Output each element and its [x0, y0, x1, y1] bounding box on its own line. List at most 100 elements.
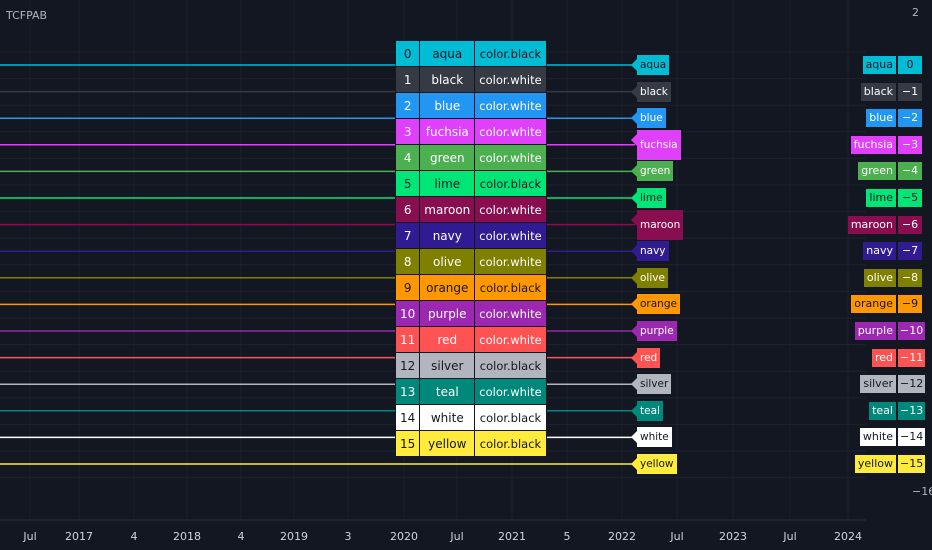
row-index: 5: [394, 170, 421, 197]
x-tick-label: Jul: [450, 530, 464, 543]
indicator-title: TCFPAB: [6, 9, 48, 22]
row-text-color: color.white: [474, 66, 547, 93]
x-tick-label: 2019: [280, 530, 308, 543]
x-tick-label: 4: [130, 530, 138, 543]
scale-name-white: white: [859, 428, 896, 447]
row-text-color: color.black: [474, 404, 547, 431]
scale-name-yellow: yellow: [854, 455, 896, 473]
table-row: 2 blue color.white: [394, 92, 547, 119]
x-tick-label: Jul: [23, 530, 37, 543]
row-color-name: teal: [419, 378, 476, 405]
line-label-teal: teal: [631, 400, 663, 421]
scale-name-maroon: maroon: [847, 215, 896, 234]
row-index: 11: [394, 326, 421, 353]
row-text-color: color.white: [474, 92, 547, 119]
line-label-navy: navy: [631, 241, 669, 262]
row-text-color: color.white: [474, 144, 547, 171]
x-tick-label: 3: [344, 530, 352, 543]
scale-value-black: −1: [898, 82, 922, 101]
row-text-color: color.black: [474, 430, 547, 457]
table-row: 5 lime color.black: [394, 170, 547, 197]
x-tick-label: 2017: [65, 530, 93, 543]
scale-name-green: green: [858, 162, 896, 181]
scale-name-orange: orange: [851, 295, 896, 314]
line-label-maroon: maroon: [630, 209, 684, 240]
row-color-name: lime: [419, 170, 476, 197]
line-label-fuchsia: fuchsia: [631, 129, 681, 160]
scale-value-blue: −2: [898, 109, 922, 128]
line-label-black: black: [631, 81, 671, 102]
row-text-color: color.white: [474, 196, 547, 223]
scale-name-black: black: [860, 82, 896, 101]
scale-name-teal: teal: [869, 401, 896, 420]
line-label-aqua: aqua: [630, 55, 670, 75]
table-row: 7 navy color.white: [394, 222, 547, 249]
table-row: 12 silver color.black: [394, 352, 547, 379]
row-color-name: maroon: [419, 196, 476, 223]
scale-name-navy: navy: [863, 242, 896, 261]
table-row: 15 yellow color.black: [394, 430, 547, 457]
row-text-color: color.white: [474, 326, 547, 353]
row-index: 7: [394, 222, 421, 249]
table-row: 6 maroon color.white: [394, 196, 547, 223]
x-tick-label: 5: [563, 530, 571, 543]
line-label-silver: silver: [630, 374, 672, 395]
x-tick-label: Jul: [670, 530, 684, 543]
row-color-name: olive: [419, 248, 476, 275]
row-color-name: white: [419, 404, 476, 431]
line-label-blue: blue: [631, 108, 666, 129]
line-label-olive: olive: [631, 267, 668, 288]
row-index: 10: [394, 300, 421, 327]
row-color-name: green: [419, 144, 476, 171]
row-color-name: silver: [419, 352, 476, 379]
row-index: 3: [394, 118, 421, 145]
table-row: 13 teal color.white: [394, 378, 547, 405]
table-row: 4 green color.white: [394, 144, 547, 171]
scale-value-red: −11: [898, 348, 926, 367]
row-color-name: red: [419, 326, 476, 353]
row-index: 0: [394, 40, 421, 67]
row-text-color: color.black: [474, 170, 547, 197]
row-color-name: purple: [419, 300, 476, 327]
row-color-name: aqua: [419, 40, 476, 67]
x-tick-label: 2020: [390, 530, 418, 543]
scale-value-navy: −7: [898, 242, 922, 261]
row-text-color: color.black: [474, 352, 547, 379]
row-text-color: color.white: [474, 118, 547, 145]
x-tick-label: Jul: [783, 530, 797, 543]
row-index: 4: [394, 144, 421, 171]
row-color-name: orange: [419, 274, 476, 301]
row-index: 12: [394, 352, 421, 379]
row-text-color: color.white: [474, 222, 547, 249]
scale-name-red: red: [871, 348, 896, 367]
line-label-red: red: [630, 347, 661, 368]
scale-value-teal: −13: [898, 401, 926, 420]
table-row: 8 olive color.white: [394, 248, 547, 275]
scale-name-lime: lime: [866, 189, 896, 207]
row-text-color: color.black: [474, 40, 547, 67]
row-color-name: navy: [419, 222, 476, 249]
x-tick-label: 4: [237, 530, 245, 543]
row-index: 6: [394, 196, 421, 223]
line-label-lime: lime: [631, 188, 666, 208]
scale-name-aqua: aqua: [862, 56, 896, 74]
line-label-white: white: [631, 427, 672, 448]
scale-value-olive: −8: [898, 268, 922, 287]
row-index: 15: [394, 430, 421, 457]
x-tick-label: 2022: [608, 530, 636, 543]
table-row: 1 black color.white: [394, 66, 547, 93]
y-tick-label: −16: [912, 485, 932, 498]
row-text-color: color.black: [474, 274, 547, 301]
row-index: 9: [394, 274, 421, 301]
y-tick-label: 2: [912, 6, 919, 19]
scale-value-fuchsia: −3: [898, 135, 922, 154]
row-index: 13: [394, 378, 421, 405]
scale-value-white: −14: [898, 428, 926, 447]
line-label-green: green: [630, 161, 674, 182]
scale-value-orange: −9: [898, 295, 922, 314]
scale-value-silver: −12: [898, 375, 926, 394]
table-row: 10 purple color.white: [394, 300, 547, 327]
row-color-name: black: [419, 66, 476, 93]
row-index: 1: [394, 66, 421, 93]
table-row: 3 fuchsia color.white: [394, 118, 547, 145]
